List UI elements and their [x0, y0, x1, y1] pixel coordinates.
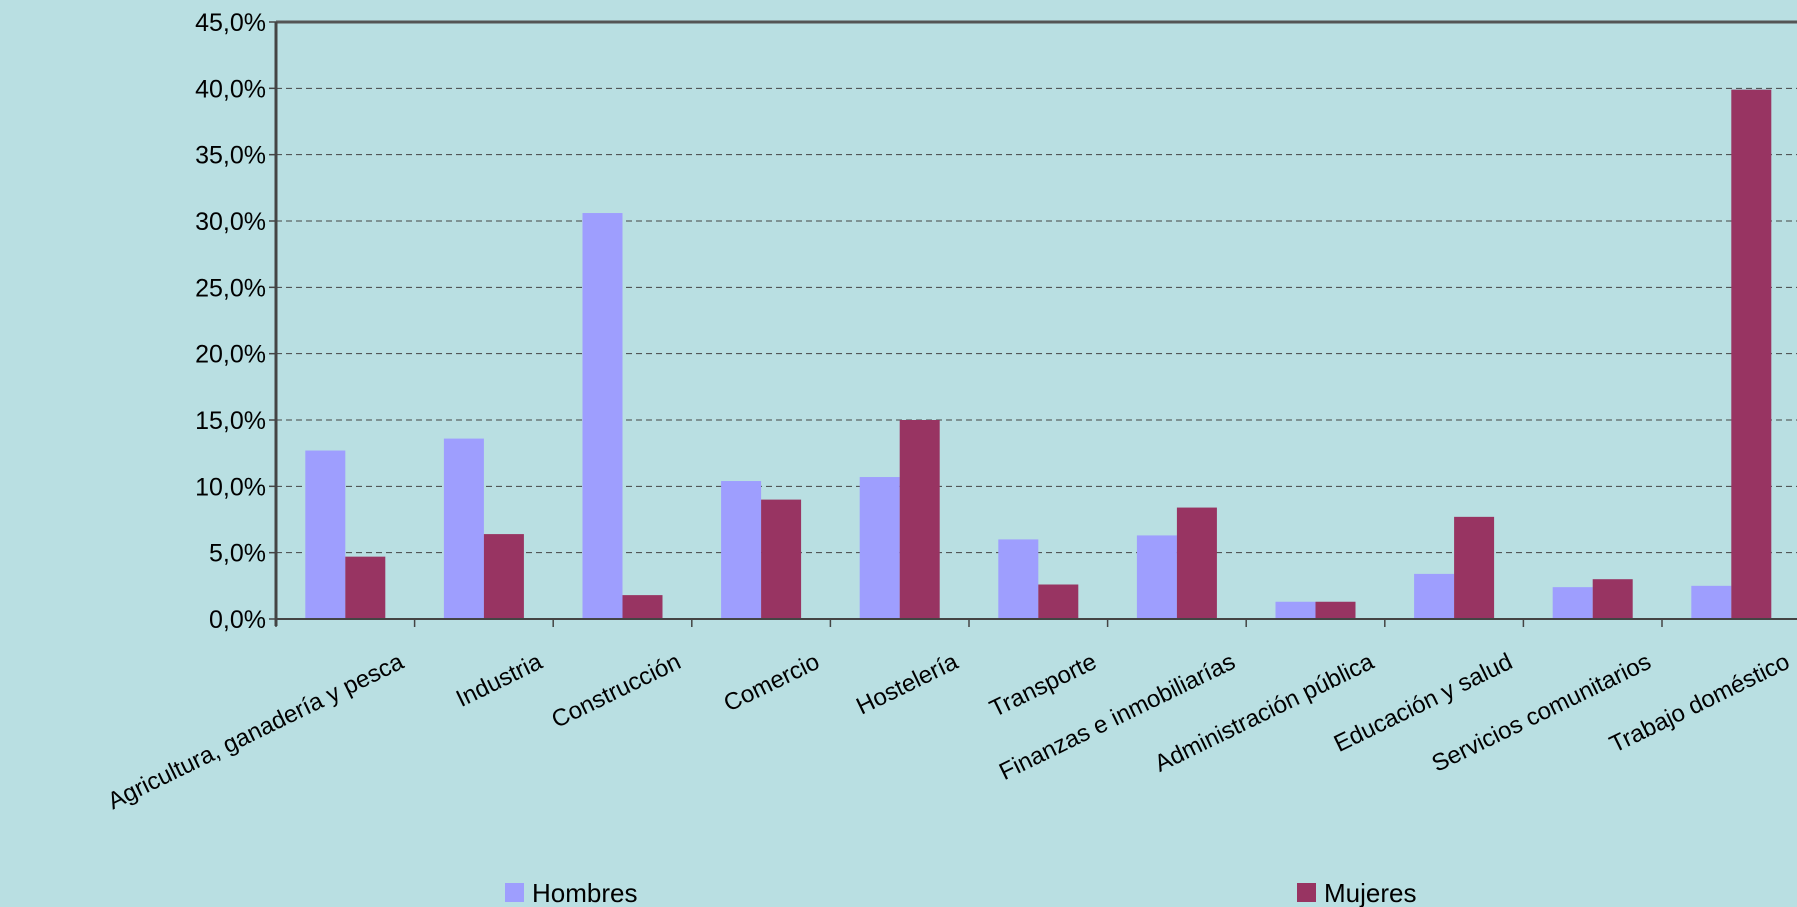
bar-hombres-6 [998, 539, 1039, 619]
y-tick-label: 0,0% [209, 606, 266, 634]
bar-mujeres-2 [483, 534, 524, 619]
y-tick-label: 15,0% [195, 407, 266, 435]
bar-hombres-5 [859, 477, 900, 619]
grid-lines [276, 87, 1797, 554]
bars [305, 89, 1772, 620]
legend-swatch-mujeres [1297, 883, 1316, 902]
bar-hombres-7 [1136, 535, 1177, 619]
legend: Hombres Mujeres [505, 878, 1416, 907]
axes [269, 20, 1797, 627]
bar-mujeres-9 [1454, 516, 1495, 619]
category-label: Administración pública [1150, 648, 1378, 778]
y-tick-label: 10,0% [195, 473, 266, 501]
category-labels: Agricultura, ganadería y pesca Industria C… [104, 648, 1794, 815]
bar-mujeres-4 [761, 499, 802, 619]
bar-hombres-1 [305, 450, 346, 619]
category-label: Hostelería [852, 648, 963, 721]
bar-hombres-4 [721, 481, 762, 619]
category-label: Construcción [547, 648, 685, 734]
y-tick-label: 5,0% [209, 540, 266, 568]
y-tick-label: 20,0% [195, 341, 266, 369]
bar-hombres-11 [1691, 585, 1732, 619]
bar-mujeres-1 [345, 556, 386, 619]
y-tick-labels: 0,0% 5,0% 10,0% 15,0% 20,0% 25,0% 30,0% 35,0% 40… [195, 9, 266, 634]
bar-hombres-9 [1414, 573, 1455, 619]
bar-hombres-2 [443, 438, 484, 619]
bar-mujeres-6 [1038, 584, 1079, 619]
category-label: Servicios comunitarios [1428, 648, 1656, 778]
category-label: Comercio [720, 648, 824, 717]
bar-mujeres-5 [899, 420, 940, 619]
y-tick-label: 40,0% [195, 75, 266, 103]
bar-mujeres-10 [1592, 579, 1633, 619]
category-label: Industria [452, 648, 547, 713]
bar-mujeres-8 [1315, 601, 1356, 619]
category-label: Finanzas e inmobiliarías [995, 648, 1239, 786]
y-tick-label: 25,0% [195, 274, 266, 302]
y-tick-label: 35,0% [195, 142, 266, 170]
y-tick-label: 30,0% [195, 208, 266, 236]
legend-label-hombres: Hombres [532, 878, 637, 907]
legend-swatch-hombres [505, 883, 524, 902]
bar-mujeres-7 [1176, 507, 1217, 619]
category-label: Transporte [986, 648, 1101, 723]
bar-mujeres-11 [1731, 89, 1772, 619]
legend-label-mujeres: Mujeres [1324, 878, 1416, 907]
bar-hombres-3 [582, 213, 623, 620]
bar-hombres-10 [1552, 587, 1593, 619]
category-label: Agricultura, ganadería y pesca [104, 648, 409, 815]
bar-hombres-8 [1275, 601, 1316, 619]
bar-mujeres-3 [622, 595, 663, 619]
y-tick-label: 45,0% [195, 9, 266, 37]
